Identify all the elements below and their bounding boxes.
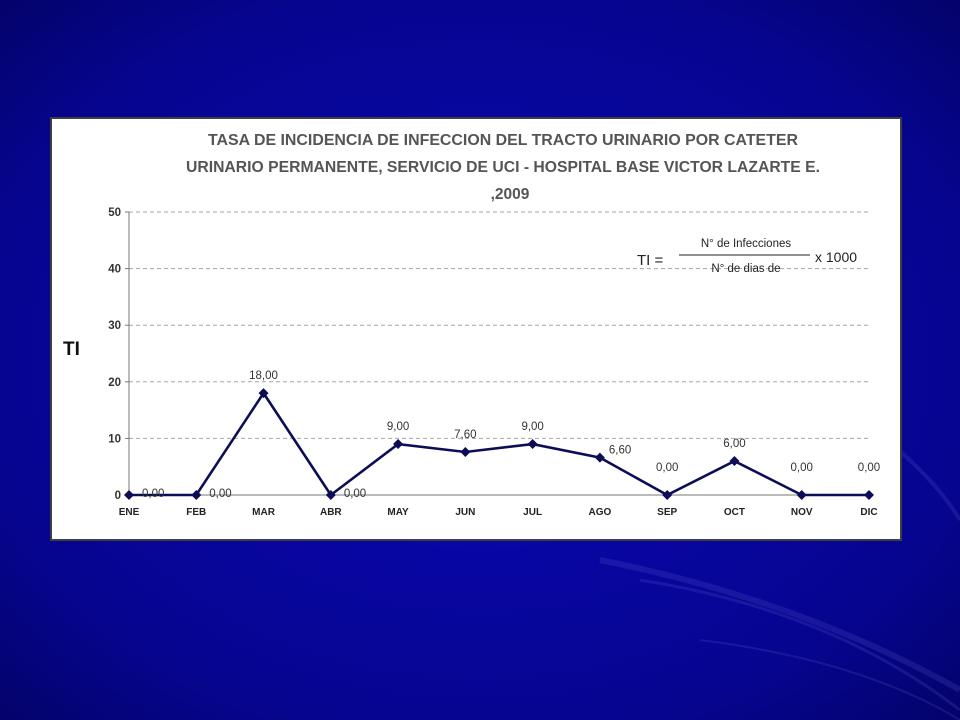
- x-tick-label-abr: ABR: [320, 507, 342, 518]
- axes: [125, 211, 869, 496]
- y-tick-labels: 0 10 20 30 40 50: [108, 207, 121, 502]
- y-tick-label-20: 20: [108, 377, 121, 389]
- formula-multiplier: x 1000: [815, 249, 857, 265]
- y-tick-label-50: 50: [108, 207, 121, 219]
- data-label-abr: 0,00: [344, 488, 366, 500]
- y-tick-label-40: 40: [108, 264, 121, 276]
- chart-title-line-3: ,2009: [491, 186, 530, 203]
- formula-lhs: TI =: [637, 252, 663, 269]
- x-tick-label-feb: FEB: [186, 507, 206, 518]
- x-tick-label-mar: MAR: [252, 507, 276, 518]
- data-point-sep: [662, 490, 673, 500]
- data-point-ago: [594, 452, 605, 463]
- y-axis-label: TI: [63, 339, 80, 360]
- data-label-nov: 0,00: [791, 462, 813, 474]
- data-point-dic: [864, 490, 874, 500]
- data-label-may: 9,00: [387, 421, 409, 433]
- data-point-abr: [325, 490, 336, 500]
- y-tick-label-30: 30: [108, 320, 121, 332]
- series-line: [129, 390, 869, 497]
- data-point-feb: [191, 490, 202, 500]
- data-markers: [124, 388, 874, 500]
- data-point-may: [393, 439, 404, 450]
- data-label-mar: 18,00: [249, 370, 278, 382]
- data-point-jul: [527, 439, 538, 450]
- data-point-mar: [258, 388, 269, 399]
- data-label-jun: 7,60: [454, 429, 476, 441]
- line-chart: TASA DE INCIDENCIA DE INFECCION DEL TRAC…: [63, 132, 880, 518]
- formula-numerator: N° de Infecciones: [701, 238, 792, 250]
- data-label-ago: 6,60: [609, 445, 631, 457]
- data-label-oct: 6,00: [723, 438, 745, 450]
- chart-title-line-2: URINARIO PERMANENTE, SERVICIO DE UCI - H…: [186, 159, 820, 176]
- data-labels: 0,00 0,00 18,00 0,00 9,00 7,60 9,00 6,60 0,00 6,0…: [142, 370, 880, 500]
- series-polyline: [129, 390, 869, 497]
- formula-denominator: N° de dias de: [711, 263, 780, 275]
- chart-title-line-1: TASA DE INCIDENCIA DE INFECCION DEL TRAC…: [208, 132, 798, 149]
- data-point-nov: [796, 490, 807, 500]
- chart-card: TASA DE INCIDENCIA DE INFECCION DEL TRAC…: [50, 117, 902, 541]
- data-label-dic: 0,00: [858, 462, 880, 474]
- x-tick-label-ago: AGO: [589, 507, 612, 518]
- data-point-oct: [729, 456, 740, 467]
- x-tick-label-dic: DIC: [860, 507, 877, 518]
- x-tick-label-jun: JUN: [455, 507, 475, 518]
- grid-lines: [129, 211, 869, 439]
- x-tick-label-jul: JUL: [523, 507, 542, 518]
- data-point-jun: [460, 446, 471, 457]
- y-tick-label-10: 10: [108, 433, 121, 445]
- x-tick-label-may: MAY: [387, 507, 409, 518]
- x-tick-label-nov: NOV: [791, 507, 813, 518]
- y-tick-label-0: 0: [115, 490, 121, 502]
- x-tick-label-ene: ENE: [119, 507, 140, 518]
- formula-annotation: TI = N° de Infecciones N° de dias de x 1…: [637, 238, 857, 275]
- data-label-ene: 0,00: [142, 488, 164, 500]
- x-tick-label-sep: SEP: [657, 507, 677, 518]
- x-tick-labels: ENE FEB MAR ABR MAY JUN JUL AGO SEP OCT NOV DIC: [119, 507, 878, 518]
- data-label-jul: 9,00: [521, 421, 543, 433]
- x-tick-label-oct: OCT: [724, 507, 745, 518]
- data-point-ene: [124, 490, 134, 500]
- data-label-sep: 0,00: [656, 462, 678, 474]
- data-label-feb: 0,00: [209, 488, 231, 500]
